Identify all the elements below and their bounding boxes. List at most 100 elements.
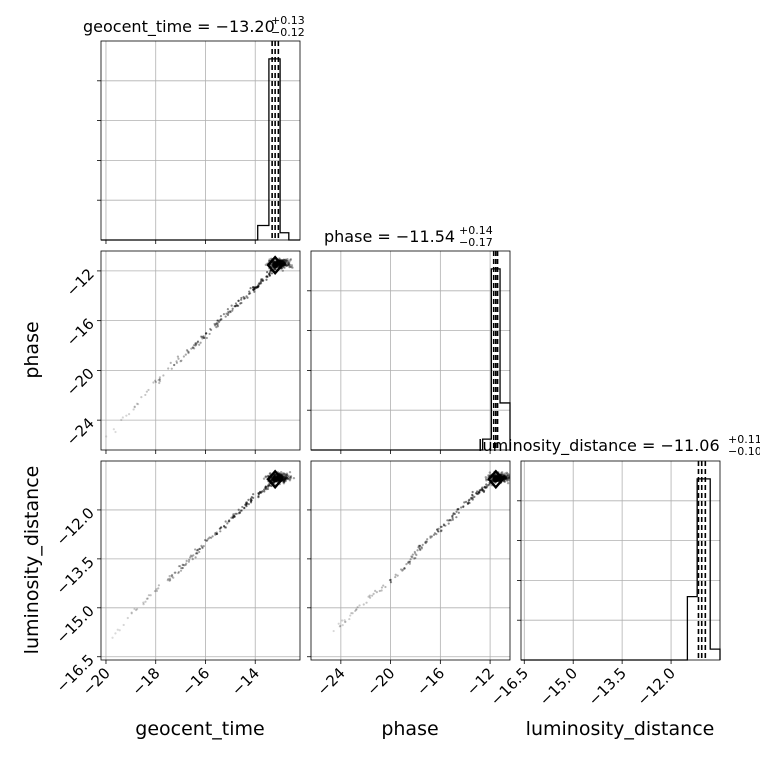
scatter-point [283,266,286,269]
scatter-point [414,552,417,555]
scatter-point [403,567,406,570]
scatter-point [264,475,267,479]
scatter-point [198,547,202,551]
scatter-point [280,259,284,263]
scatter-point [194,556,197,559]
scatter-point [185,349,189,352]
scatter-point [268,472,272,475]
scatter-point [245,295,248,298]
scatter-point [114,632,117,635]
scatter-point [351,612,354,615]
scatter-point [220,318,223,321]
scatter-point [213,322,216,326]
scatter-point [503,480,506,483]
scatter-point [266,474,270,478]
scatter-point [505,471,508,474]
scatter-point [202,335,205,338]
scatter-point [215,532,218,536]
scatter-point [421,543,424,546]
scatter-point [158,378,161,381]
scatter-point [176,355,179,358]
scatter-point [247,292,251,295]
tick-label-x-luminosity_distance: −16.5 [487,664,532,709]
panel-frame [310,250,511,451]
scatter-point [283,263,286,267]
scatter-point [467,499,470,502]
scatter-point [135,402,139,405]
scatter-point [414,556,417,560]
scatter-point [471,498,474,501]
scatter-point [372,592,375,595]
scatter-point [281,475,285,478]
scatter-point [287,474,290,477]
scatter-point [142,601,145,604]
scatter-point [227,310,230,313]
scatter-point [455,516,458,519]
scatter-point [180,566,183,570]
scatter-point [177,357,180,360]
scatter-point [442,524,446,527]
scatter-point [506,472,509,475]
scatter-point [282,261,285,265]
tick-label-x-phase: −20 [363,664,398,699]
scatter-point [284,263,287,266]
scatter-point [273,474,276,477]
scatter-point [503,474,506,478]
scatter-point [476,492,479,496]
scatter-point [444,524,447,527]
scatter-phase-vs-geocent_time [105,255,294,438]
scatter-point [281,259,285,263]
scatter-point [191,346,195,349]
scatter-point [289,477,292,480]
scatter-point [504,477,508,480]
scatter-point [367,595,370,598]
scatter-point [355,608,358,611]
scatter-point [451,514,454,517]
scatter-point [426,538,429,541]
scatter-point [280,473,283,477]
scatter-point [286,263,289,267]
scatter-point [436,528,439,531]
scatter-point [484,477,488,481]
scatter-point [281,472,285,475]
scatter-point [473,495,476,498]
scatter-point [283,480,286,483]
scatter-point [207,537,210,540]
scatter-point [218,319,222,322]
scatter-point [237,508,240,511]
contour-center [492,476,499,483]
scatter-point [233,305,236,308]
panel-luminosity_distance-phase: −24 −20 −16 −12 [307,460,511,699]
scatter-point [451,516,454,520]
scatter-point [105,435,108,438]
scatter-point [286,475,289,478]
scatter-point [453,512,456,516]
ylabel-luminosity-distance: luminosity_distance [21,466,43,655]
scatter-point [409,558,412,561]
scatter-point [238,511,241,514]
scatter-point [196,340,200,343]
scatter-point [195,552,198,555]
contour-marker [266,255,284,276]
scatter-point [505,476,508,480]
scatter-point [365,601,368,604]
scatter-point [504,477,507,480]
scatter-point [265,486,268,489]
scatter-point [257,495,260,499]
scatter-point [215,532,218,536]
scatter-point [284,476,288,479]
scatter-point [202,336,205,339]
scatter-point [498,478,501,481]
scatter-point [216,532,219,535]
scatter-point [467,501,470,504]
scatter-point [140,395,143,399]
scatter-point [187,350,190,354]
scatter-point [262,477,266,480]
tick-label-y-luminosity_distance: −12.0 [53,504,98,549]
scatter-point [282,262,285,265]
tick-label-x-luminosity_distance: −12.0 [634,664,679,709]
scatter-point [282,260,286,264]
scatter-point [196,549,199,552]
scatter-point [251,286,255,289]
scatter-point [382,584,385,587]
